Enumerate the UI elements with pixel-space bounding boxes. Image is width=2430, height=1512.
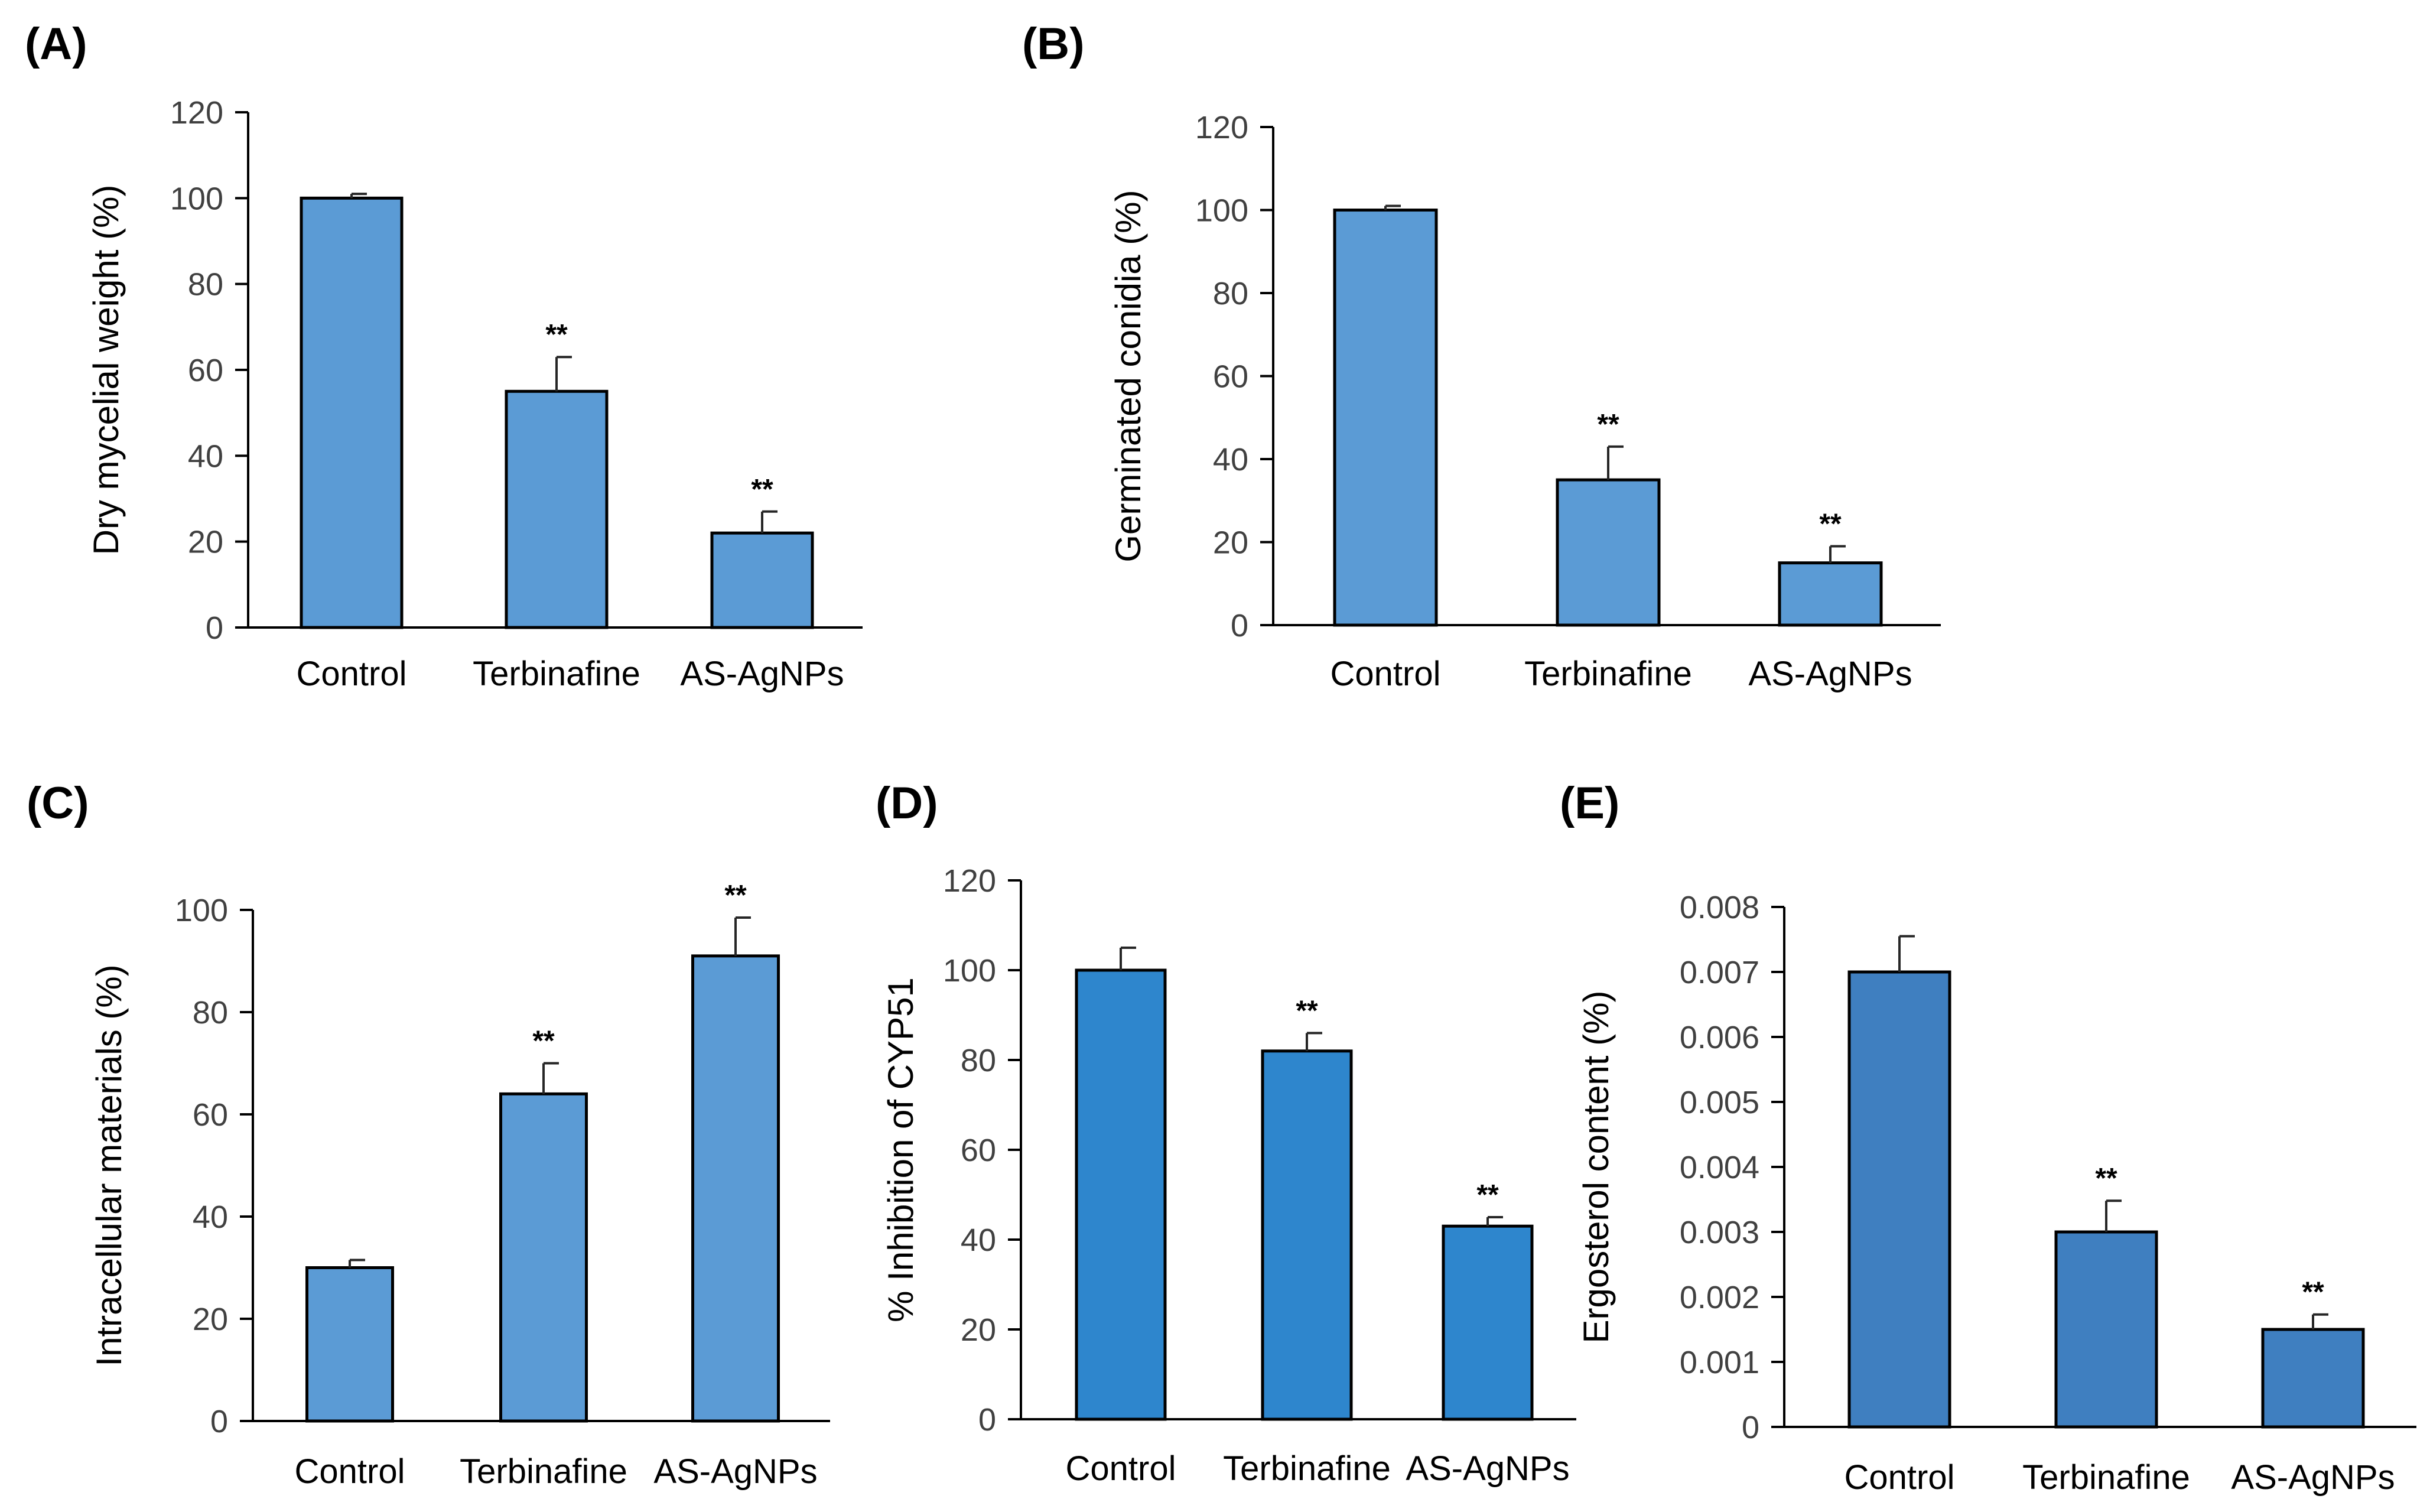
y-tick-label: 0.005 [1680, 1085, 1759, 1120]
significance-marker: ** [1597, 409, 1619, 440]
significance-marker: ** [532, 1026, 555, 1057]
y-tick-label: 40 [193, 1199, 228, 1235]
bar [300, 196, 404, 629]
category-label: AS-AgNPs [680, 655, 844, 693]
y-tick-label: 100 [170, 181, 223, 216]
y-tick-label: 0.003 [1680, 1215, 1759, 1250]
y-axis-title: % Inhibition of CYP51 [881, 977, 920, 1322]
category-label: Control [1331, 655, 1441, 693]
y-tick-label: 100 [175, 893, 228, 928]
y-tick-label: 120 [170, 95, 223, 131]
bar [691, 954, 780, 1423]
y-tick-label: 20 [961, 1312, 996, 1348]
panel-label: (A) [25, 19, 87, 69]
y-tick-label: 80 [193, 995, 228, 1030]
y-axis-title: Intracellular materials (%) [89, 964, 129, 1366]
panel-label: (B) [1022, 19, 1085, 69]
category-label: Control [1066, 1449, 1176, 1488]
category-label: Terbinafine [2022, 1458, 2190, 1497]
bar [2054, 1230, 2158, 1429]
chart-panel: (E) Ergosterol content (%) 0 0.001 0.002 0.00… [1560, 778, 2416, 1497]
bar [710, 531, 814, 629]
bar [1261, 1049, 1353, 1421]
y-tick-label: 80 [188, 267, 223, 303]
significance-marker: ** [2302, 1277, 2324, 1308]
category-label: Control [1845, 1458, 1955, 1497]
y-tick-label: 20 [193, 1302, 228, 1337]
y-tick-label: 0 [210, 1404, 228, 1439]
bar [2261, 1328, 2365, 1429]
significance-marker: ** [2095, 1163, 2117, 1194]
y-tick-label: 0.008 [1680, 890, 1759, 925]
y-tick-label: 40 [961, 1222, 996, 1258]
chart-panel: (C) Intracellular materials (%) 0 20 40 60 80 1… [27, 778, 830, 1491]
panel-label: (D) [876, 778, 938, 828]
y-tick-label: 60 [188, 353, 223, 388]
y-axis-title: Ergosterol content (%) [1576, 991, 1616, 1344]
bar [499, 1092, 588, 1423]
significance-marker: ** [1819, 509, 1842, 540]
y-axis-title: Germinated conidia (%) [1108, 190, 1148, 562]
y-tick-label: 120 [943, 863, 996, 899]
category-label: AS-AgNPs [653, 1452, 817, 1491]
chart-panel: (A) Dry mycelial weight (%) 0 20 40 60 80 100 12… [25, 19, 863, 693]
category-label: Terbinafine [1223, 1449, 1391, 1488]
category-label: Terbinafine [1524, 655, 1692, 693]
panel-label: (E) [1560, 778, 1619, 828]
significance-marker: ** [724, 880, 747, 911]
significance-marker: ** [545, 319, 568, 350]
y-tick-label: 60 [1213, 359, 1248, 395]
y-tick-label: 0 [1742, 1410, 1759, 1445]
y-tick-label: 0.004 [1680, 1150, 1759, 1185]
category-label: AS-AgNPs [1406, 1449, 1569, 1488]
significance-marker: ** [1296, 995, 1318, 1026]
y-tick-label: 0 [978, 1402, 996, 1438]
y-tick-label: 20 [1213, 525, 1248, 561]
y-tick-label: 80 [961, 1043, 996, 1078]
y-tick-label: 120 [1195, 110, 1248, 145]
significance-marker: ** [751, 474, 773, 505]
category-label: AS-AgNPs [2231, 1458, 2395, 1497]
category-label: AS-AgNPs [1748, 655, 1912, 693]
bar [505, 389, 609, 629]
chart-panel: (B) Germinated conidia (%) 0 20 40 60 80 100 120… [1022, 19, 1941, 693]
y-tick-label: 80 [1213, 276, 1248, 311]
y-tick-label: 40 [1213, 442, 1248, 477]
category-label: Terbinafine [460, 1452, 627, 1491]
y-axis-title: Dry mycelial weight (%) [86, 185, 126, 555]
bar [1442, 1224, 1534, 1421]
category-label: Control [295, 1452, 405, 1491]
y-tick-label: 0.006 [1680, 1020, 1759, 1055]
y-tick-label: 40 [188, 438, 223, 474]
chart-panel: (D) % Inhibition of CYP51 0 20 40 60 80 100 120 C… [876, 778, 1576, 1488]
y-tick-label: 0.001 [1680, 1345, 1759, 1380]
y-tick-label: 100 [1195, 193, 1248, 229]
bar [305, 1266, 394, 1423]
bar [1333, 209, 1438, 627]
y-tick-label: 20 [188, 525, 223, 560]
y-tick-label: 0 [206, 610, 223, 646]
y-tick-label: 60 [961, 1133, 996, 1168]
panel-label: (C) [27, 778, 89, 828]
significance-marker: ** [1476, 1179, 1499, 1211]
bar [1075, 968, 1167, 1421]
category-label: Control [297, 655, 407, 693]
bar [1847, 970, 1951, 1429]
category-label: Terbinafine [473, 655, 640, 693]
bar [1778, 561, 1883, 627]
y-tick-label: 0.002 [1680, 1280, 1759, 1315]
y-tick-label: 0 [1231, 608, 1248, 643]
bar [1556, 478, 1661, 627]
y-tick-label: 0.007 [1680, 955, 1759, 990]
y-tick-label: 100 [943, 953, 996, 989]
y-tick-label: 60 [193, 1097, 228, 1133]
